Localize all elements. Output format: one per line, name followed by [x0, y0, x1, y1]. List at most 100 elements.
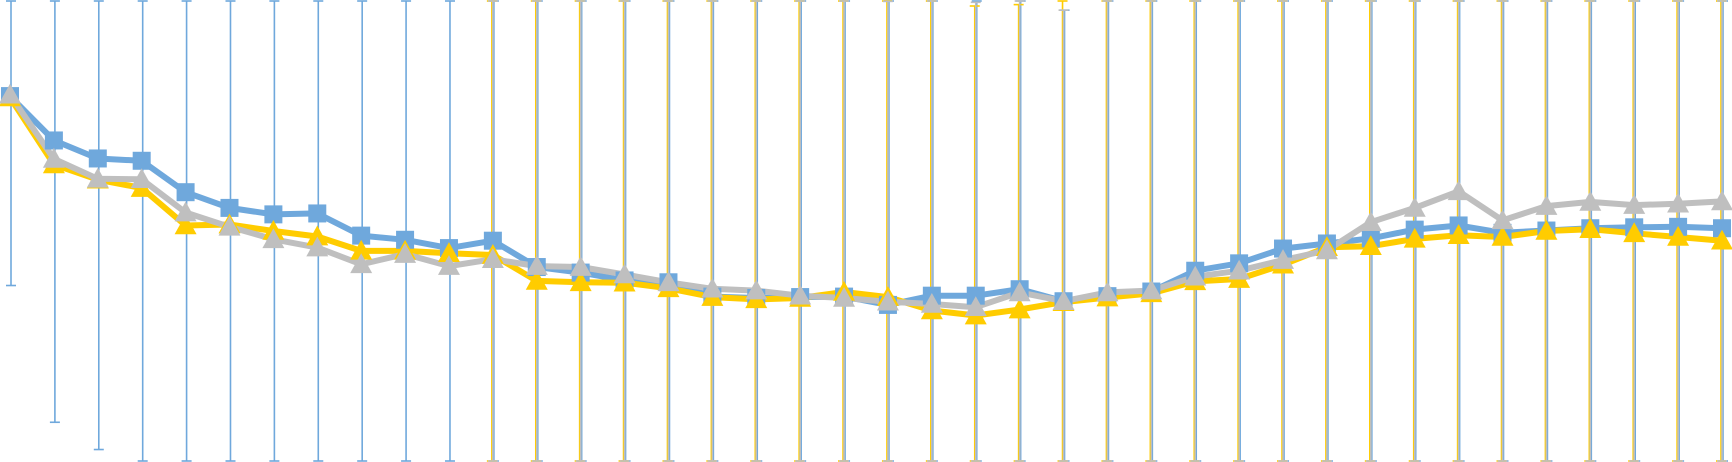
- data-point: [350, 253, 373, 274]
- data-point: [1447, 224, 1470, 244]
- error-bar: [1190, 0, 1201, 462]
- error-bar: [1321, 0, 1332, 462]
- error-bar: [794, 0, 805, 462]
- data-point: [1667, 192, 1690, 213]
- error-bar: [708, 0, 719, 462]
- data-point: [525, 255, 548, 275]
- data-point: [88, 149, 107, 168]
- error-bar: [1235, 0, 1246, 462]
- data-point: [876, 290, 899, 311]
- error-bar: [1015, 0, 1026, 462]
- error-bar: [93, 0, 104, 451]
- data-point: [1403, 227, 1426, 248]
- data-point: [1623, 222, 1646, 243]
- error-bar: [1013, 3, 1024, 462]
- error-bar: [1014, 0, 1025, 462]
- data-point: [308, 204, 327, 223]
- data-point: [481, 248, 504, 268]
- data-point: [789, 284, 812, 305]
- error-bar: [1147, 0, 1158, 462]
- data-point: [306, 225, 329, 246]
- error-bar: [750, 0, 761, 462]
- data-point: [1491, 209, 1514, 230]
- series-line: [7, 93, 1723, 308]
- error-bar: [1103, 0, 1114, 462]
- data-point: [350, 239, 373, 260]
- error-bar: [1322, 0, 1333, 462]
- data-point: [42, 147, 65, 168]
- data-point: [1491, 226, 1514, 246]
- error-bar: [620, 0, 631, 462]
- data-point: [657, 271, 680, 292]
- error-bar: [1234, 0, 1245, 462]
- data-point: [130, 168, 153, 189]
- data-point: [1096, 281, 1119, 302]
- series-line: [7, 95, 1723, 319]
- error-bar: [1278, 0, 1289, 462]
- data-point: [1184, 265, 1207, 286]
- data-point: [306, 236, 329, 257]
- data-point: [1403, 196, 1426, 217]
- error-bar: [1320, 0, 1331, 462]
- error-bar: [751, 0, 762, 462]
- error-bar: [925, 0, 936, 462]
- data-point: [1274, 239, 1293, 258]
- error-bar: [444, 0, 455, 462]
- data-point: [1579, 190, 1602, 211]
- error-bar: [752, 0, 763, 462]
- error-bar: [1189, 0, 1200, 462]
- data-point: [1713, 219, 1731, 238]
- error-bar: [1277, 0, 1288, 462]
- error-bar: [839, 0, 850, 462]
- error-bar: [486, 0, 497, 462]
- series-markers: [0, 83, 1732, 325]
- data-point: [745, 279, 768, 300]
- data-point: [1359, 235, 1382, 256]
- data-point: [86, 167, 109, 188]
- data-point: [569, 271, 592, 292]
- error-bar: [706, 0, 717, 462]
- error-bar: [1279, 0, 1290, 462]
- data-point: [174, 214, 197, 235]
- error-bar: [1233, 0, 1244, 462]
- error-bar: [574, 0, 585, 462]
- error-bar: [796, 0, 807, 462]
- series-lines: [7, 93, 1723, 319]
- data-point: [483, 231, 502, 250]
- error-bar: [795, 0, 806, 462]
- data-point: [1535, 195, 1558, 215]
- data-point: [1052, 290, 1075, 311]
- error-bar: [883, 0, 894, 462]
- data-point: [1623, 194, 1646, 214]
- error-bar: [707, 0, 718, 462]
- data-point: [218, 215, 241, 236]
- error-bar: [1102, 0, 1113, 462]
- data-point: [0, 83, 21, 104]
- data-point: [220, 198, 239, 217]
- error-bar: [575, 0, 586, 462]
- data-point: [1008, 298, 1031, 319]
- data-point: [396, 230, 415, 249]
- data-point: [701, 277, 724, 298]
- error-bar: [882, 0, 893, 462]
- data-point: [1008, 281, 1031, 302]
- error-bar: [971, 0, 982, 462]
- data-point: [833, 286, 856, 307]
- data-point: [44, 131, 63, 150]
- error-bar: [970, 1, 981, 462]
- data-point: [1315, 239, 1338, 260]
- data-point: [352, 226, 371, 245]
- data-point: [1272, 249, 1295, 269]
- data-point: [264, 205, 283, 224]
- error-bar: [838, 0, 849, 462]
- data-point: [525, 269, 548, 290]
- data-point: [920, 292, 943, 313]
- data-point: [132, 151, 151, 170]
- error-bar: [618, 0, 629, 462]
- error-bar: [840, 0, 851, 462]
- data-point: [613, 263, 636, 284]
- data-point: [174, 201, 197, 222]
- data-point: [1535, 220, 1558, 240]
- error-bar: [926, 0, 937, 462]
